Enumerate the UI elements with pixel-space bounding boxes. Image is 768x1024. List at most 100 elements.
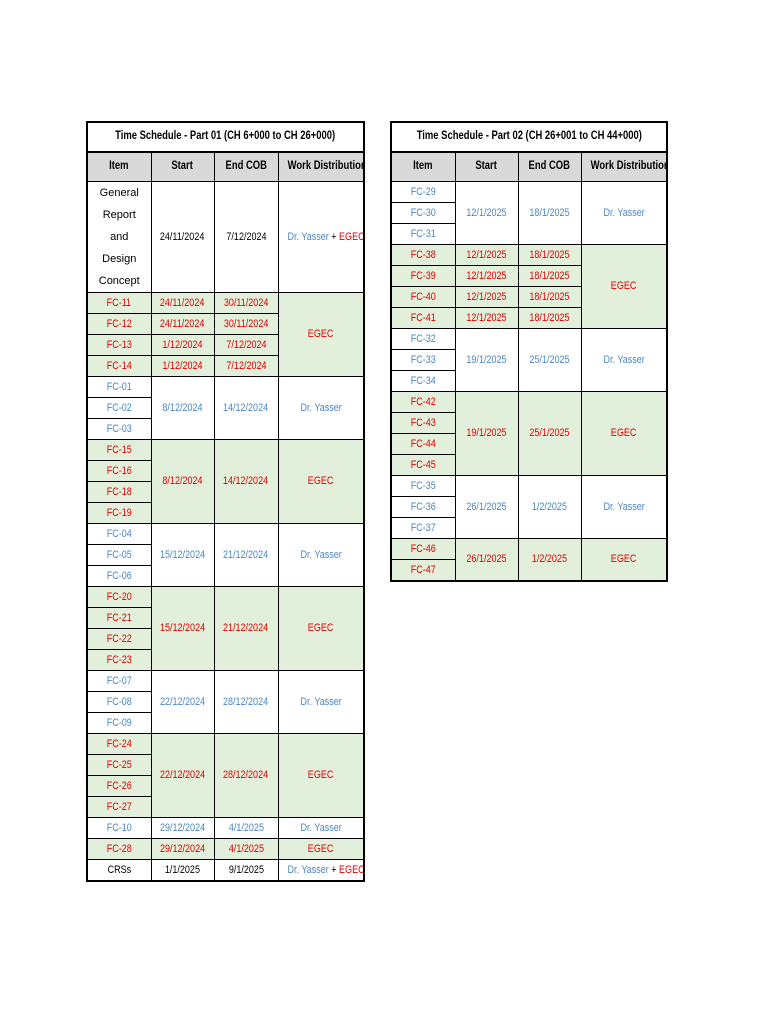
table-row: FC-21 <box>86 607 364 629</box>
cell-text: 14/12/2024 <box>223 401 269 414</box>
cell-text: 29/12/2024 <box>159 842 206 855</box>
item-cell: FC-33 <box>390 349 456 371</box>
start-date-cell: 12/1/2025 <box>454 307 519 329</box>
table-row: CRSs 1/1/2025 9/1/2025 Dr. Yasser + EGEC <box>86 859 365 882</box>
cell-text: 7/12/2024 <box>225 359 267 372</box>
end-date-cell: 7/12/2024 <box>213 334 279 356</box>
start-date-cell: 8/12/2024 <box>150 376 215 440</box>
cell-text: FC-22 <box>106 632 132 645</box>
cell-text: 14/12/2024 <box>223 475 269 487</box>
cell-text: 18/1/2025 <box>529 248 570 261</box>
work-distribution-cell: Dr. Yasser <box>580 475 668 539</box>
table-row: FC-41 12/1/2025 18/1/2025 <box>390 307 667 329</box>
item-cell: FC-24 <box>86 733 152 755</box>
work-distribution-cell: Dr. Yasser <box>277 376 365 440</box>
end-date-cell: 30/11/2024 <box>213 313 279 335</box>
cell-text: 4/1/2025 <box>228 821 264 834</box>
item-cell: FC-42 <box>390 391 456 413</box>
item-cell: FC-38 <box>390 244 456 266</box>
cell-text: Work Distribution <box>590 160 668 173</box>
cell-text: Dr. Yasser <box>603 206 645 219</box>
item-cell: FC-22 <box>86 628 152 650</box>
schedule-body: General Report and Design Concept 24/11/2… <box>86 181 365 882</box>
item-cell: FC-05 <box>86 544 152 566</box>
table-row: FC-28 29/12/2024 4/1/2025 EGEC <box>86 838 365 860</box>
cell-text: FC-10 <box>106 821 132 834</box>
start-date-cell: 15/12/2024 <box>150 523 215 587</box>
cell-text: FC-07 <box>106 674 132 687</box>
item-cell: FC-25 <box>86 754 152 776</box>
cell-text: FC-05 <box>106 548 132 561</box>
column-header-item: Item <box>390 151 456 182</box>
start-date-cell: 12/1/2025 <box>454 286 519 308</box>
item-cell: FC-20 <box>86 586 152 608</box>
cell-text: FC-39 <box>410 269 436 282</box>
end-date-cell: 21/12/2024 <box>213 586 279 671</box>
item-cell: FC-35 <box>390 475 456 497</box>
item-cell: FC-23 <box>86 649 152 671</box>
item-cell: FC-08 <box>86 691 152 713</box>
work-distribution-cell: Dr. Yasser <box>277 817 365 839</box>
item-cell: FC-14 <box>86 355 152 377</box>
end-date-cell: 1/2/2025 <box>517 475 582 539</box>
cell-text: FC-12 <box>106 317 132 330</box>
end-date-cell: 25/1/2025 <box>517 328 582 392</box>
work-distribution-part: EGEC <box>338 863 365 876</box>
start-date-cell: 24/11/2024 <box>150 181 215 293</box>
item-cell: FC-27 <box>86 796 152 818</box>
cell-text: 24/11/2024 <box>160 230 205 243</box>
cell-text: FC-36 <box>410 500 436 513</box>
cell-text: Time Schedule - Part 01 (CH 6+000 to CH … <box>115 130 336 143</box>
cell-text: 1/1/2025 <box>164 863 201 876</box>
work-distribution-cell: Dr. Yasser + EGEC <box>277 181 365 293</box>
cell-text: FC-20 <box>106 590 132 603</box>
cell-text: 18/1/2025 <box>529 269 570 282</box>
table-row: FC-23 <box>86 649 364 671</box>
item-cell: FC-10 <box>86 817 152 839</box>
table-row: FC-18 <box>86 481 364 503</box>
cell-text: 12/1/2025 <box>466 290 507 303</box>
table-row: FC-29 12/1/2025 18/1/2025 Dr. Yasser <box>390 181 668 245</box>
table-row: FC-14 1/12/2024 7/12/2024 <box>86 355 364 377</box>
cell-text: FC-43 <box>410 416 436 429</box>
cell-text: FC-25 <box>106 758 132 771</box>
item-cell: CRSs <box>86 859 152 882</box>
cell-text: Dr. Yasser <box>603 353 645 366</box>
item-cell: FC-21 <box>86 607 152 629</box>
schedule-table-part-01: Time Schedule - Part 01 (CH 6+000 to CH … <box>85 121 366 882</box>
item-cell: FC-19 <box>86 502 152 524</box>
cell-text: FC-33 <box>410 353 436 366</box>
cell-text: FC-24 <box>106 737 132 750</box>
schedule-body: FC-29 12/1/2025 18/1/2025 Dr. Yasser FC-30 FC… <box>390 181 668 582</box>
end-date-cell: 14/12/2024 <box>213 439 279 524</box>
start-date-cell: 26/1/2025 <box>454 538 519 582</box>
cell-text: Item <box>413 160 433 173</box>
cell-text: FC-01 <box>106 380 132 393</box>
cell-text: FC-35 <box>410 479 436 492</box>
work-distribution-cell: Dr. Yasser <box>277 523 365 587</box>
start-date-cell: 1/12/2024 <box>150 334 215 356</box>
item-cell: FC-45 <box>390 454 456 476</box>
cell-text: 30/11/2024 <box>223 317 269 330</box>
cell-text: FC-27 <box>106 800 132 813</box>
cell-text: EGEC <box>307 328 334 340</box>
cell-text: Dr. Yasser + EGEC <box>287 231 363 243</box>
start-date-cell: 24/11/2024 <box>150 313 215 335</box>
end-date-cell: 14/12/2024 <box>213 376 279 440</box>
table-row: FC-24 22/12/2024 28/12/2024 EGEC <box>86 733 365 818</box>
item-cell: FC-09 <box>86 712 152 734</box>
cell-text: 19/1/2025 <box>466 427 507 439</box>
item-cell: FC-04 <box>86 523 152 545</box>
item-cell: FC-28 <box>86 838 152 860</box>
table-row: FC-38 12/1/2025 18/1/2025 EGEC <box>390 244 668 329</box>
cell-text: FC-28 <box>106 842 132 855</box>
column-header-start: Start <box>150 151 215 182</box>
end-date-cell: 28/12/2024 <box>213 733 279 818</box>
work-distribution-cell: EGEC <box>277 586 365 671</box>
start-date-cell: 19/1/2025 <box>454 391 519 476</box>
work-distribution-cell: EGEC <box>277 292 365 377</box>
cell-text: FC-16 <box>106 464 132 477</box>
end-date-cell: 7/12/2024 <box>213 181 279 293</box>
column-header-end-cob: End COB <box>517 151 582 182</box>
item-cell: FC-40 <box>390 286 456 308</box>
